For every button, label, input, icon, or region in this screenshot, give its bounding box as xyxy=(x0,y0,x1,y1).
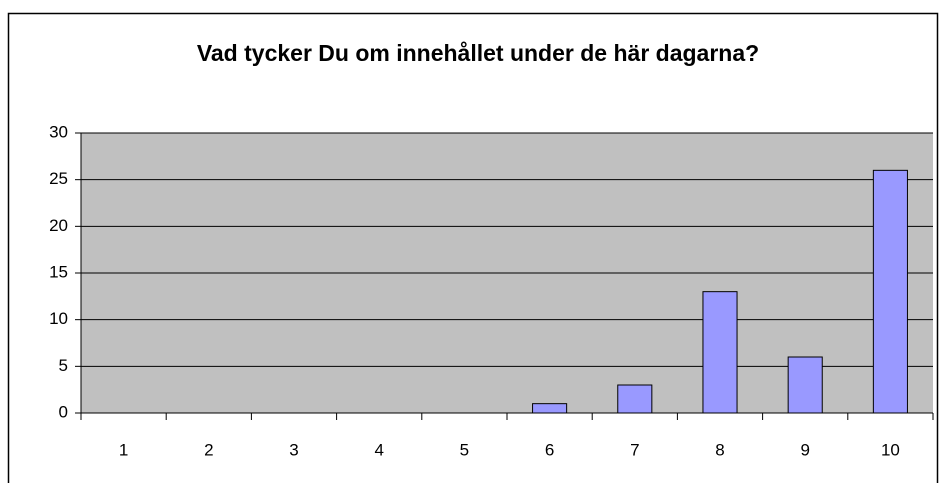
bar xyxy=(702,291,738,414)
x-tick-label: 1 xyxy=(119,440,128,459)
chart-title: Vad tycker Du om innehållet under de här… xyxy=(197,40,759,66)
y-tick-label: 25 xyxy=(49,169,68,188)
bar xyxy=(532,403,568,414)
y-tick-label: 0 xyxy=(59,402,68,421)
chart-frame xyxy=(7,12,939,483)
x-tick-label: 7 xyxy=(630,440,639,459)
x-tick-label: 10 xyxy=(881,440,900,459)
x-tick-label: 3 xyxy=(289,440,298,459)
bar xyxy=(872,169,908,414)
x-tick-label: 6 xyxy=(545,440,554,459)
x-tick-label: 2 xyxy=(204,440,213,459)
bar xyxy=(617,384,653,414)
x-tick-label: 9 xyxy=(800,440,809,459)
y-tick-label: 10 xyxy=(49,309,68,328)
y-tick-label: 15 xyxy=(49,262,68,281)
bar xyxy=(787,356,823,414)
x-tick-label: 4 xyxy=(374,440,383,459)
x-tick-label: 5 xyxy=(460,440,469,459)
y-tick-label: 30 xyxy=(49,122,68,141)
y-tick-label: 5 xyxy=(59,356,68,375)
y-tick-label: 20 xyxy=(49,216,68,235)
x-tick-label: 8 xyxy=(715,440,724,459)
